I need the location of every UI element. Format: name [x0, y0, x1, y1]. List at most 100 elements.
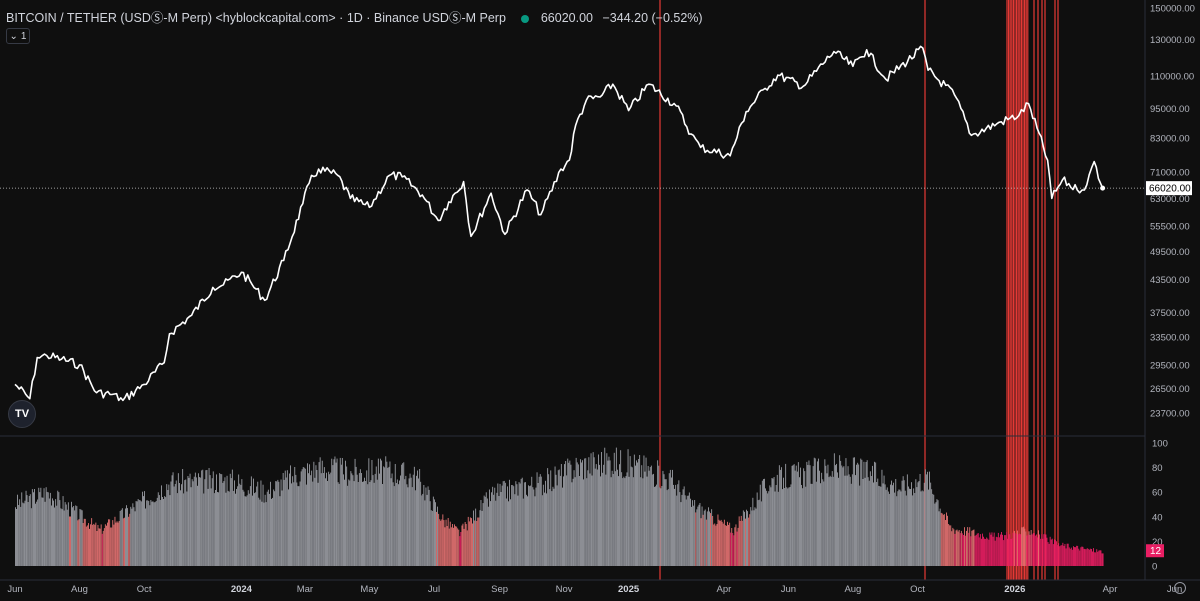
- oscillator-bar: [599, 464, 600, 566]
- oscillator-bar: [411, 487, 413, 566]
- oscillator-bar: [786, 487, 788, 566]
- oscillator-bar: [227, 490, 229, 566]
- oscillator-bar: [923, 482, 925, 566]
- oscillator-bar: [173, 486, 175, 566]
- oscillator-bar: [119, 511, 121, 566]
- oscillator-bar: [33, 492, 34, 566]
- oscillator-bar: [305, 484, 307, 566]
- oscillator-bar: [837, 472, 838, 566]
- oscillator-axis-tick: 80: [1152, 463, 1163, 474]
- oscillator-bar: [648, 470, 650, 566]
- oscillator-bar: [998, 537, 1000, 566]
- oscillator-bar: [963, 535, 964, 566]
- oscillator-bar: [697, 506, 699, 566]
- oscillator-bar: [484, 496, 486, 566]
- oscillator-bar: [763, 479, 764, 566]
- oscillator-bar: [1021, 527, 1023, 566]
- oscillator-bar: [372, 475, 374, 566]
- oscillator-bar: [902, 476, 904, 566]
- oscillator-bar: [242, 489, 244, 566]
- oscillator-bar: [630, 466, 632, 566]
- oscillator-bar: [289, 473, 290, 566]
- oscillator-bar: [149, 505, 151, 566]
- oscillator-axis-tick: 40: [1152, 512, 1163, 523]
- oscillator-bar: [388, 466, 390, 566]
- oscillator-bar: [708, 507, 709, 566]
- oscillator-bar: [917, 482, 919, 566]
- oscillator-bar: [78, 519, 80, 566]
- oscillator-bar: [262, 484, 264, 566]
- oscillator-bar: [918, 481, 920, 566]
- oscillator-bar: [681, 494, 683, 566]
- symbol-title[interactable]: BITCOIN / TETHER (USDⓈ-M Perp) <hyblockc…: [6, 11, 506, 25]
- oscillator-bar: [631, 467, 633, 566]
- oscillator-bar: [700, 518, 702, 566]
- oscillator-bar: [660, 488, 662, 566]
- oscillator-bar: [950, 525, 952, 566]
- oscillator-bar: [1038, 530, 1039, 566]
- oscillator-bar: [53, 500, 54, 566]
- oscillator-bar: [1014, 533, 1016, 566]
- oscillator-bar: [904, 490, 906, 566]
- oscillator-bar: [331, 458, 333, 566]
- tradingview-logo[interactable]: TV: [8, 400, 36, 428]
- oscillator-bar: [557, 470, 559, 566]
- oscillator-bar: [883, 475, 885, 566]
- oscillator-bar: [38, 487, 40, 566]
- oscillator-bar: [937, 500, 939, 566]
- oscillator-bar: [711, 509, 713, 566]
- oscillator-bar: [490, 501, 491, 566]
- oscillator-bar: [143, 496, 144, 566]
- oscillator-bar: [129, 513, 131, 566]
- oscillator-bar: [494, 487, 496, 566]
- oscillator-bar: [911, 482, 912, 566]
- oscillator-bar: [585, 458, 587, 566]
- oscillator-bar: [1047, 542, 1049, 566]
- oscillator-bar: [84, 518, 86, 566]
- oscillator-bar: [489, 489, 490, 566]
- oscillator-bar: [969, 527, 971, 566]
- oscillator-bar: [590, 453, 592, 566]
- price-axis-tick: 49500.00: [1150, 247, 1190, 258]
- oscillator-bar: [894, 492, 896, 566]
- oscillator-bar: [83, 518, 85, 566]
- collapse-indicators-button[interactable]: ⌄ 1: [6, 28, 30, 44]
- oscillator-bar: [896, 496, 898, 566]
- oscillator-bar: [836, 463, 837, 566]
- oscillator-bar: [155, 501, 157, 566]
- oscillator-bar: [1095, 552, 1097, 566]
- oscillator-bar: [665, 479, 667, 566]
- oscillator-bar: [620, 450, 622, 566]
- oscillator-bar: [1045, 534, 1047, 566]
- oscillator-bar: [612, 474, 614, 566]
- oscillator-bar: [482, 503, 484, 566]
- oscillator-bar: [1055, 539, 1056, 566]
- oscillator-bar: [886, 487, 888, 566]
- oscillator-bar: [185, 479, 187, 566]
- oscillator-bar: [570, 464, 572, 566]
- oscillator-bar: [960, 530, 962, 566]
- oscillator-bar: [596, 469, 598, 566]
- oscillator-bar: [374, 473, 376, 566]
- oscillator-bar: [546, 493, 547, 566]
- oscillator-bar: [874, 461, 875, 566]
- oscillator-bar: [297, 486, 299, 566]
- settings-icon[interactable]: [1174, 582, 1186, 594]
- oscillator-bar: [1000, 534, 1001, 566]
- oscillator-bar: [1088, 549, 1090, 566]
- oscillator-bar: [1018, 534, 1019, 566]
- oscillator-bar: [592, 452, 594, 566]
- oscillator-bar: [478, 517, 480, 566]
- oscillator-bar: [322, 473, 324, 566]
- oscillator-bar: [615, 447, 617, 566]
- oscillator-bar: [869, 471, 871, 566]
- oscillator-bar: [795, 465, 797, 566]
- oscillator-bar: [605, 474, 607, 566]
- oscillator-bar: [827, 464, 829, 566]
- oscillator-bar: [617, 469, 618, 566]
- oscillator-bar: [182, 469, 184, 566]
- oscillator-bar: [453, 527, 454, 566]
- time-axis-tick: Aug: [71, 584, 88, 595]
- oscillator-bar: [756, 492, 758, 566]
- oscillator-bar: [98, 528, 100, 566]
